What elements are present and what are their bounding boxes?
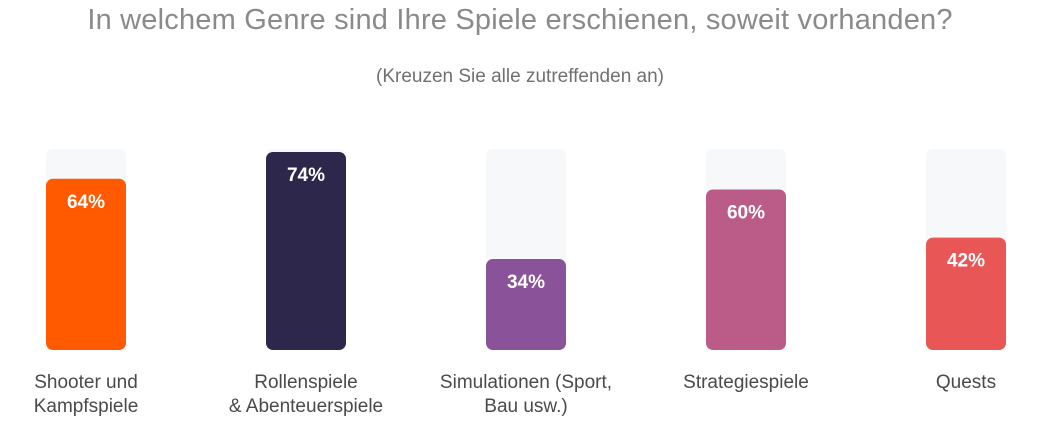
bar [266, 152, 346, 350]
category-label: Simulationen (Sport, Bau usw.) [439, 372, 613, 417]
chart-title: In welchem Genre sind Ihre Spiele erschi… [87, 4, 953, 36]
bar-value-label: 74% [287, 165, 325, 186]
bar [46, 178, 126, 350]
bar [486, 259, 566, 350]
category-label: Shooter und Kampfspiele [33, 372, 139, 417]
bar [706, 189, 786, 350]
chart-subtitle: (Kreuzen Sie alle zutreffenden an) [376, 66, 664, 87]
bar-value-label: 64% [67, 192, 105, 213]
category-label: Quests [935, 372, 997, 393]
category-label: Rollenspiele & Abenteuerspiele [228, 372, 384, 417]
category-label: Strategiespiele [683, 372, 809, 393]
bar-value-label: 34% [507, 272, 545, 293]
bar-value-label: 42% [947, 251, 985, 272]
bar-value-label: 60% [727, 202, 765, 223]
bar [926, 237, 1006, 350]
